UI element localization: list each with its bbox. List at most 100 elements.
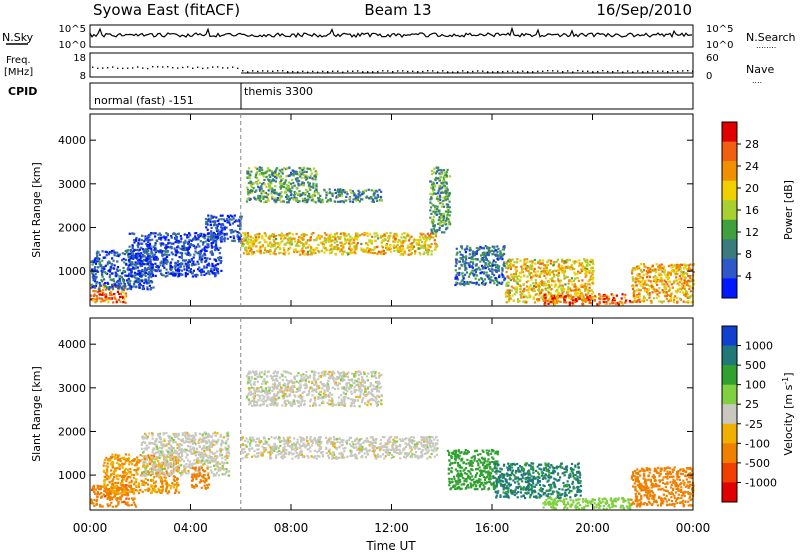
range-cell [210,230,212,232]
range-cell [569,301,571,303]
range-cell [122,301,124,303]
range-cell [357,242,359,244]
range-cell [211,246,213,248]
range-cell [92,299,94,301]
freq-point [272,71,273,72]
range-cell [264,249,266,251]
range-cell [468,276,470,278]
range-cell [100,301,102,303]
range-cell [288,253,290,255]
range-cell [215,240,217,242]
freq-point [177,67,178,68]
range-cell [174,247,176,249]
range-cell [226,218,228,220]
freq-point [432,70,433,71]
range-cell [262,190,264,192]
range-cell [94,301,96,303]
range-cell [283,201,285,203]
range-cell [113,293,115,295]
range-cell [522,290,524,292]
range-cell [364,249,366,251]
range-cell [670,297,672,299]
range-cell [331,193,333,195]
range-cell [446,183,448,185]
range-cell [111,263,113,265]
range-cell [269,235,271,237]
freq-point [587,71,588,72]
range-cell [181,274,183,276]
range-cell [102,300,104,302]
range-cell [133,469,135,471]
range-cell [255,176,257,178]
range-cell [387,236,389,238]
range-cell [377,235,379,237]
range-cell [470,281,472,283]
range-cell [191,264,193,266]
range-cell [317,250,319,252]
range-cell [117,266,119,268]
range-cell [508,290,510,292]
range-cell [197,261,199,263]
range-cell [481,278,483,280]
range-cell [312,194,314,196]
range-cell [567,295,569,297]
range-cell [517,298,519,300]
range-cell [585,261,587,263]
range-cell [527,289,529,291]
range-cell [477,258,479,260]
range-cell [208,265,210,267]
range-cell [258,233,260,235]
range-cell [478,279,480,281]
range-cell [135,506,137,508]
range-cell [378,251,380,253]
range-cell [121,291,123,293]
freq-point [282,70,283,71]
range-cell [351,237,353,239]
range-cell [123,271,125,273]
range-cell [386,232,388,234]
range-cell [682,291,684,293]
range-cell [643,263,645,265]
range-cell [250,239,252,241]
range-cell [425,247,427,249]
range-cell [175,237,177,239]
range-cell [349,240,351,242]
range-cell [361,233,363,235]
range-cell [332,248,334,250]
range-cell [665,276,667,278]
range-cell [476,247,478,249]
range-cell [681,264,683,266]
range-cell [164,262,166,264]
range-cell [91,284,93,286]
range-cell [98,493,100,495]
range-cell [197,243,199,245]
range-cell [322,243,324,245]
range-cell [188,270,190,272]
range-cell [410,249,412,251]
range-cell [446,175,448,177]
range-cell [563,277,565,279]
range-cell [469,247,471,249]
range-cell [264,183,266,185]
range-cell [243,237,245,239]
range-cell [247,191,249,193]
freq-point [122,68,123,69]
range-cell [344,191,346,193]
range-cell [543,275,545,277]
range-cell [534,290,536,292]
range-cell [321,250,323,252]
range-cell [441,231,443,233]
range-cell [302,198,304,200]
range-cell [501,270,503,272]
range-cell [341,195,343,197]
range-cell [129,246,131,248]
range-cell [639,295,641,297]
range-cell [311,177,313,179]
range-cell [684,288,686,290]
range-cell [311,233,313,235]
range-cell [689,277,691,279]
range-cell [420,245,422,247]
freq-point [577,70,578,71]
range-cell [165,272,167,274]
range-cell [139,273,141,275]
